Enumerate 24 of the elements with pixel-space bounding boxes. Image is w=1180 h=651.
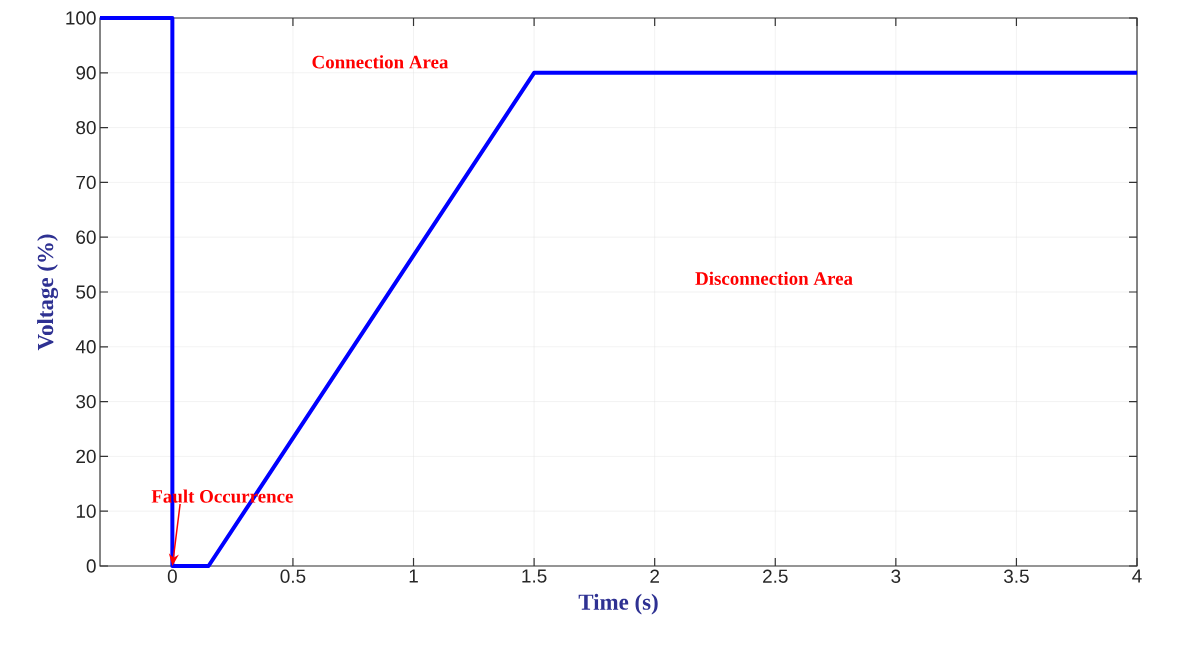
x-tick-label: 1: [409, 569, 418, 583]
x-tick-label: 0.5: [280, 569, 306, 583]
annotation: Connection Area: [312, 55, 449, 69]
x-tick-label: 2.5: [763, 569, 788, 583]
y-tick-label: 20: [76, 449, 96, 464]
y-tick-label: 100: [66, 11, 96, 25]
y-tick-label: 0: [86, 559, 96, 573]
x-tick-label: 4: [1132, 569, 1142, 583]
y-tick-label: 60: [76, 230, 96, 244]
y-axis-title: Voltage (%): [37, 234, 59, 351]
x-axis-title: Time (s): [578, 593, 658, 615]
y-tick-label: 40: [75, 340, 96, 354]
y-tick-label: 50: [76, 285, 96, 299]
y-tick-label: 10: [76, 504, 96, 518]
y-tick-label: 80: [76, 120, 96, 135]
y-tick-label: 30: [76, 394, 96, 409]
x-tick-label: 3: [891, 569, 901, 583]
x-tick-label: 1.5: [522, 569, 547, 583]
x-tick-label: 0: [167, 569, 177, 583]
annotation: Disconnection Area: [695, 271, 853, 285]
y-tick-label: 90: [76, 66, 96, 80]
y-tick-label: 70: [76, 175, 96, 190]
x-tick-label: 2: [650, 569, 659, 583]
x-tick-label: 3.5: [1003, 569, 1029, 583]
